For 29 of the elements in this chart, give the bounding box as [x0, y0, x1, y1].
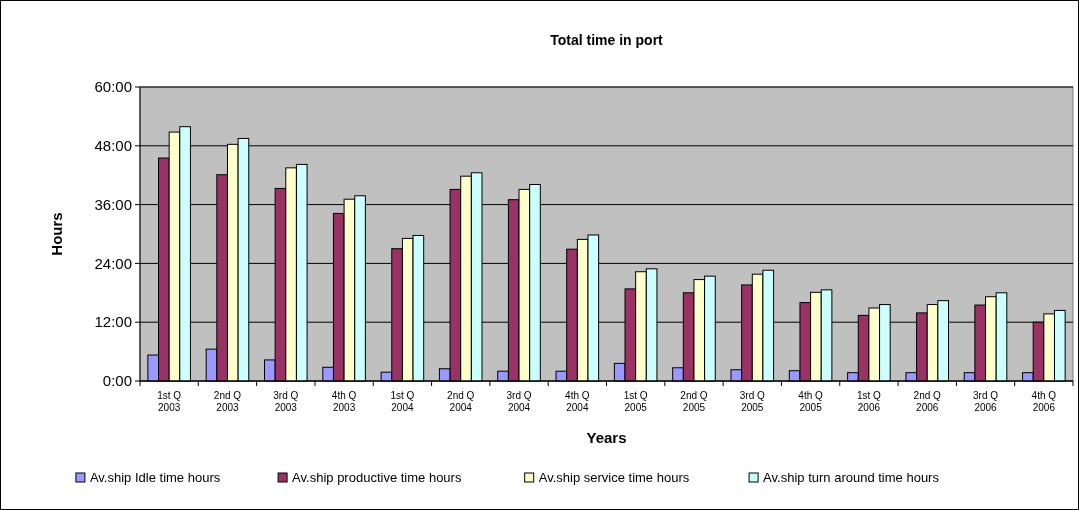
legend-label: Av.ship turn around time hours	[763, 470, 940, 485]
x-tick-label: 3rd Q 2003	[273, 390, 299, 413]
x-tick-label: 1st Q 2004	[390, 390, 415, 413]
x-tick-label: 4th Q 2004	[565, 390, 590, 413]
x-tick-label: 3rd Q 2004	[506, 390, 532, 413]
x-tick-label: 2nd Q 2005	[680, 390, 708, 413]
x-tick-label: 2nd Q 2003	[213, 390, 242, 413]
y-tick-label: 48:00	[94, 137, 132, 155]
x-tick-label: 1st Q 2005	[623, 390, 648, 413]
legend-label: Av.ship productive time hours	[292, 470, 462, 485]
x-tick-label: 1st Q 2003	[157, 390, 182, 413]
x-tick-label: 4th Q 2006	[1031, 390, 1057, 413]
x-tick-label: 2nd Q 2006	[913, 390, 942, 413]
y-tick-label: 24:00	[94, 254, 132, 272]
x-tick-label: 4th Q 2003	[331, 390, 357, 413]
legend-label: Av.ship service time hours	[538, 470, 690, 485]
y-tick-label: 12:00	[94, 313, 132, 331]
legend-label: Av.ship Idle time hours	[89, 470, 221, 485]
x-tick-label: 2nd Q 2004	[447, 390, 475, 413]
y-tick-label: 36:00	[94, 195, 132, 213]
x-axis-title: Years	[586, 429, 627, 446]
y-tick-label: 60:00	[94, 78, 132, 96]
y-axis-title: Hours	[48, 212, 65, 256]
chart-title: Total time in port	[550, 32, 664, 48]
y-tick-label: 0:00	[102, 372, 132, 390]
x-tick-label: 3rd Q 2006	[973, 390, 999, 413]
x-tick-label: 3rd Q 2005	[739, 390, 765, 413]
x-tick-label: 4th Q 2005	[798, 390, 824, 413]
x-tick-label: 1st Q 2006	[856, 390, 882, 413]
